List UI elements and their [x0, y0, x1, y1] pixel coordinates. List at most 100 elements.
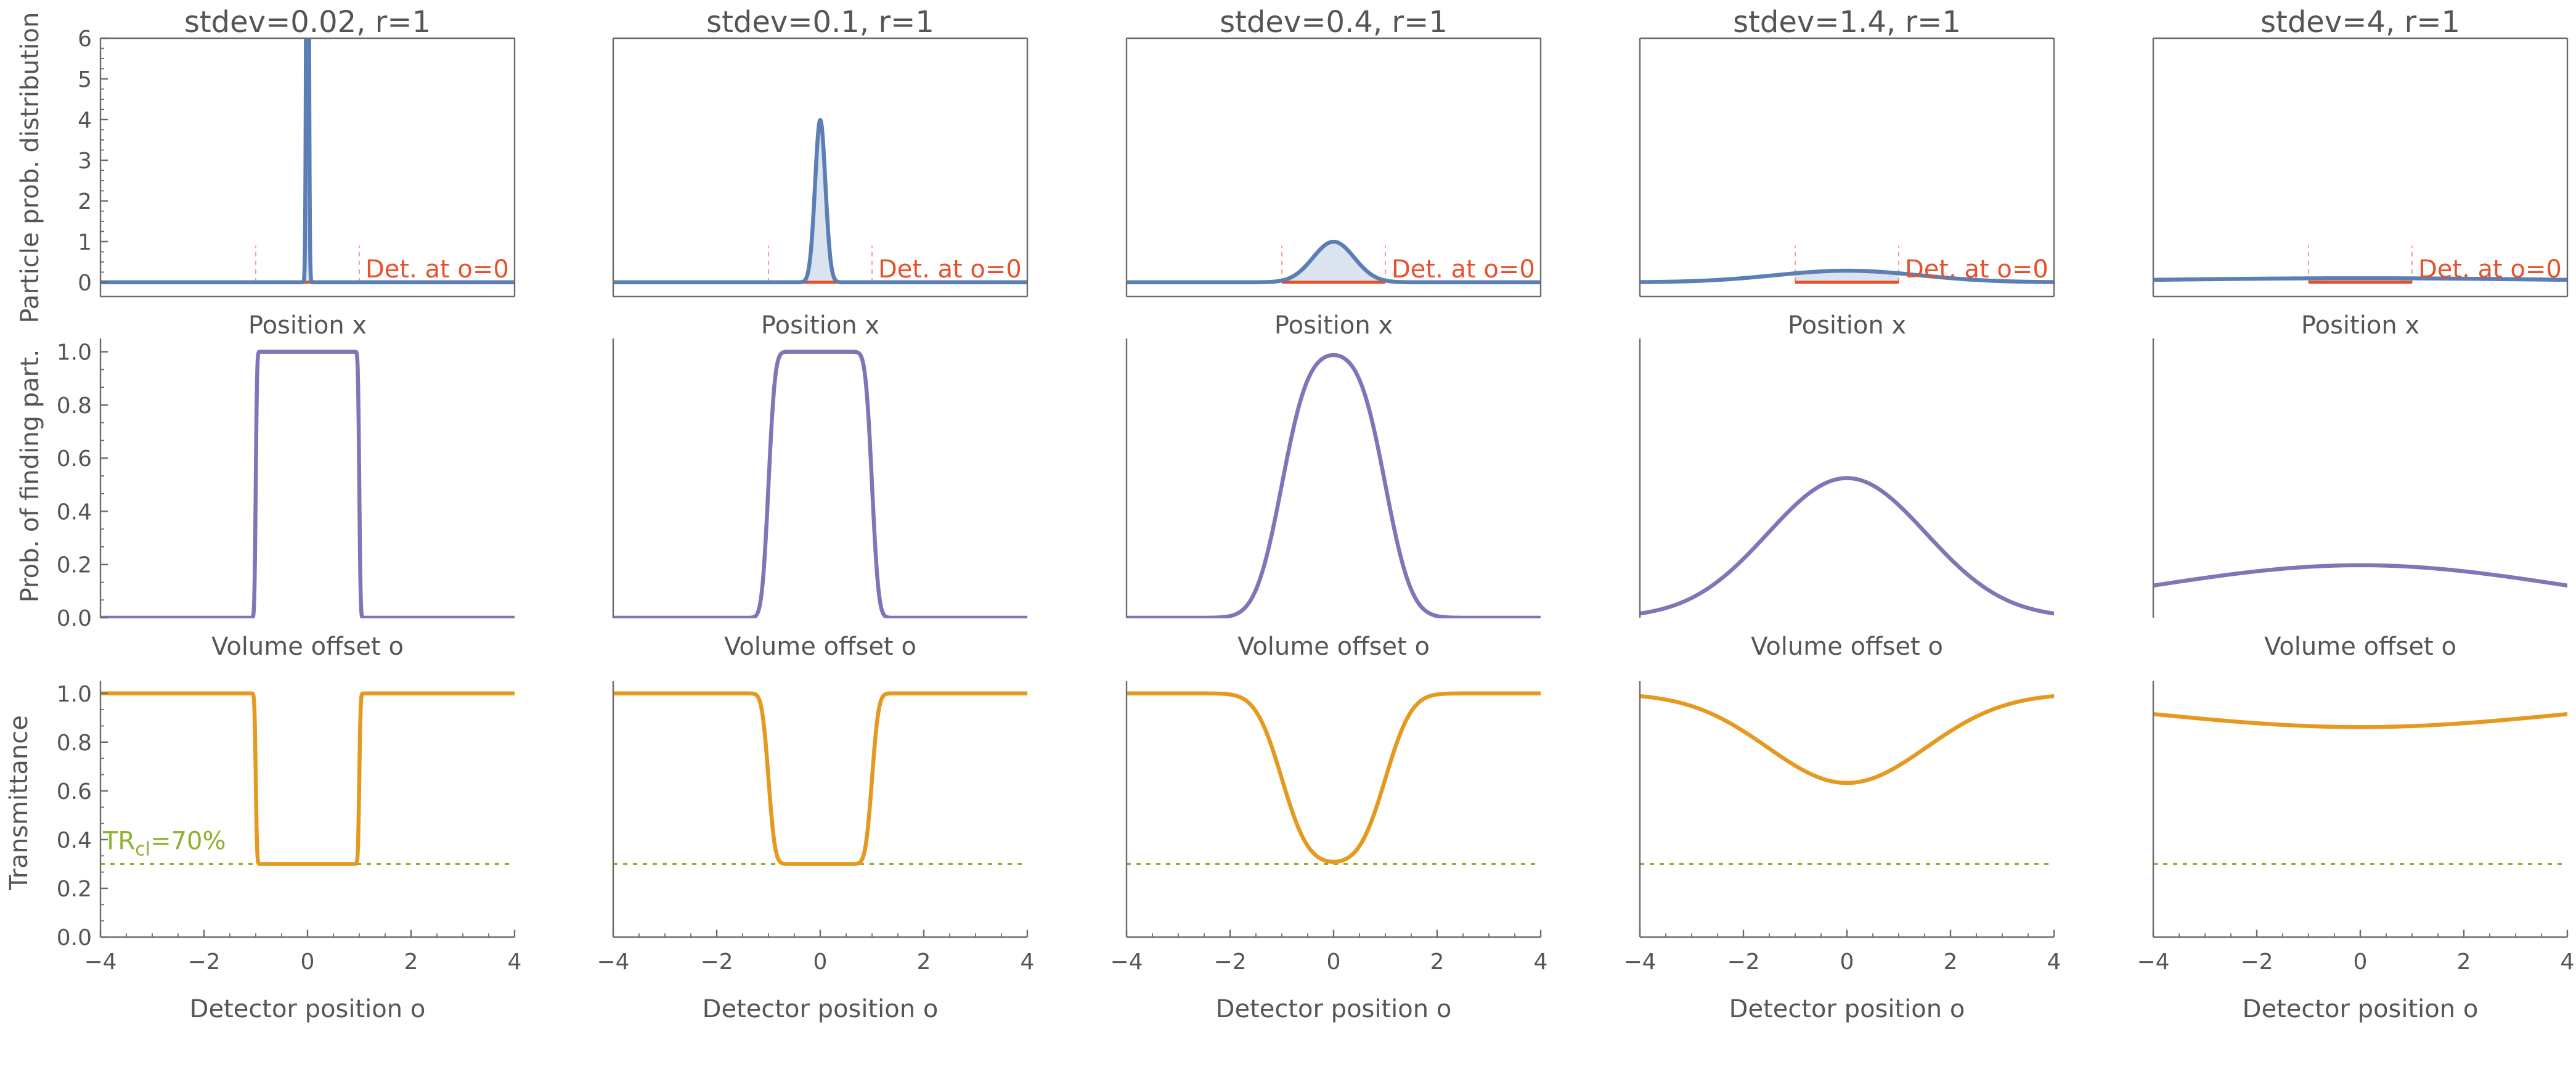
- plot-area: [2153, 245, 2567, 284]
- x-axis-title: Position x: [2301, 311, 2419, 340]
- x-axis-title: Volume offset o: [2264, 633, 2456, 661]
- x-axis-title: Position x: [1274, 311, 1393, 340]
- panel-transmittance: −4 −2 0 2 4 Detector position o: [1623, 681, 2061, 1023]
- x-tick-label: −2: [700, 949, 733, 975]
- y-tick-label: 0.4: [57, 499, 92, 525]
- x-tick-label: 4: [2561, 949, 2575, 975]
- x-axis-title: Position x: [1788, 311, 1906, 340]
- detector-overlap-area: [1795, 271, 1899, 282]
- panel-transmittance: TRcl=70% 0.0 0.2 0.4 0.6 0.8 1.0 −4 −2 0 2 4 Detecto…: [57, 681, 522, 1023]
- panel-probability: Volume offset o: [2152, 338, 2567, 661]
- plot-area: [1640, 694, 2054, 866]
- plot-area: [1127, 691, 1541, 866]
- distribution-curve: [1640, 268, 2054, 284]
- x-tick-label: 4: [508, 949, 522, 975]
- x-tick-label: 2: [1430, 949, 1445, 975]
- plot-area: [100, 38, 515, 285]
- y-tick-label: 0.8: [57, 731, 92, 756]
- detector-overlap-area: [256, 38, 359, 282]
- detector-annotation: Det. at o=0: [1905, 255, 2048, 284]
- x-tick-label: 4: [1021, 949, 1035, 975]
- x-axis-title: Detector position o: [2243, 995, 2479, 1023]
- x-tick-label: −2: [2240, 949, 2273, 975]
- x-tick-label: 2: [1944, 949, 1958, 975]
- y-tick-label: 0.4: [57, 828, 92, 853]
- y-tick-label: 0.0: [57, 606, 92, 631]
- x-tick-label: 0: [2354, 949, 2368, 975]
- panel-column-2: stdev=0.1, r=1 Det. at o=0 Position x Volum…: [597, 5, 1034, 1023]
- distribution-curve: [1127, 239, 1541, 285]
- panel-title: stdev=0.4, r=1: [1220, 5, 1448, 39]
- x-axis-title: Volume offset o: [724, 633, 916, 661]
- probability-curve: [613, 350, 1027, 618]
- plot-area: [1640, 476, 2054, 616]
- x-axis-title: Position x: [248, 311, 367, 340]
- plot-area: [1127, 239, 1541, 285]
- x-tick-label: 2: [404, 949, 418, 975]
- x-tick-label: −2: [187, 949, 220, 975]
- plot-area: [2153, 711, 2567, 866]
- y-tick-label: 0.2: [57, 553, 92, 578]
- x-tick-label: 4: [1534, 949, 1548, 975]
- plot-area: [1640, 245, 2054, 284]
- panel-column-5: stdev=4, r=1 Det. at o=0 Position x Volume …: [2137, 5, 2574, 1023]
- y-tick-label: 1: [78, 230, 92, 255]
- x-tick-label: −4: [1110, 949, 1143, 975]
- x-tick-label: 0: [1840, 949, 1854, 975]
- x-axis-title: Position x: [761, 311, 879, 340]
- y-tick-label: 1.0: [57, 340, 92, 366]
- x-tick-label: −4: [84, 949, 116, 975]
- panel-probability: 0.0 0.2 0.4 0.6 0.8 1.0 Volume offset o: [57, 338, 515, 661]
- detector-overlap-area: [1282, 242, 1385, 282]
- plot-area: [2153, 563, 2567, 588]
- panel-column-1: stdev=0.02, r=1 Det. at o=0 0 1 2 3 4 5 6 Positio…: [57, 5, 522, 1023]
- panel-distribution: Det. at o=0 Position x: [1639, 37, 2055, 340]
- transmittance-curve: [613, 691, 1027, 866]
- y-tick-label: 5: [78, 67, 92, 92]
- detector-overlap-area: [768, 120, 872, 282]
- x-tick-label: 2: [917, 949, 931, 975]
- x-axis-title: Detector position o: [1216, 995, 1452, 1023]
- panels-layer: stdev=0.02, r=1 Det. at o=0 0 1 2 3 4 5 6 Positio…: [57, 5, 2575, 1023]
- panel-probability: Volume offset o: [612, 338, 1027, 661]
- x-tick-label: 2: [2457, 949, 2471, 975]
- y-tick-label: 0: [78, 271, 92, 296]
- threshold-label: TRcl=70%: [102, 827, 226, 860]
- panel-column-4: stdev=1.4, r=1 Det. at o=0 Position x Volum…: [1623, 5, 2061, 1023]
- x-tick-label: −4: [1623, 949, 1656, 975]
- panel-probability: Volume offset o: [1639, 338, 2054, 661]
- distribution-curve: [613, 118, 1027, 285]
- panel-probability: Volume offset o: [1125, 338, 1541, 661]
- panel-distribution: Det. at o=0 Position x: [2152, 37, 2569, 340]
- probability-curve: [1127, 353, 1541, 618]
- y-tick-label: 0.6: [57, 446, 92, 472]
- x-axis-title: Volume offset o: [1751, 633, 1943, 661]
- y-tick-label: 0.0: [57, 925, 92, 951]
- panel-column-3: stdev=0.4, r=1 Det. at o=0 Position x Volum…: [1110, 5, 1547, 1023]
- transmittance-curve: [100, 691, 515, 866]
- panel-title: stdev=0.02, r=1: [184, 5, 431, 39]
- x-axis-title: Detector position o: [703, 995, 939, 1023]
- plot-area: [613, 118, 1027, 285]
- y-tick-label: 2: [78, 189, 92, 215]
- detector-annotation: Det. at o=0: [365, 255, 509, 284]
- x-axis-title: Detector position o: [190, 995, 426, 1023]
- panel-title: stdev=0.1, r=1: [706, 5, 934, 39]
- x-tick-label: 0: [1327, 949, 1341, 975]
- threshold-label-tail: =70%: [150, 827, 226, 855]
- panel-distribution: Det. at o=0 Position x: [1125, 37, 1542, 340]
- y-tick-label: 4: [78, 108, 92, 133]
- x-tick-label: −4: [2137, 949, 2169, 975]
- threshold-label-main: TR: [102, 827, 135, 855]
- panel-distribution: Det. at o=0 Position x: [612, 37, 1029, 340]
- x-tick-label: 4: [2047, 949, 2061, 975]
- detector-annotation: Det. at o=0: [878, 255, 1022, 284]
- x-tick-label: −2: [1727, 949, 1759, 975]
- plot-area: [613, 350, 1027, 618]
- probability-curve: [100, 350, 515, 618]
- distribution-curve: [100, 38, 515, 285]
- panel-title: stdev=1.4, r=1: [1733, 5, 1961, 39]
- transmittance-curve: [1127, 691, 1541, 864]
- y-tick-label: 0.6: [57, 779, 92, 805]
- plot-area: [100, 691, 515, 866]
